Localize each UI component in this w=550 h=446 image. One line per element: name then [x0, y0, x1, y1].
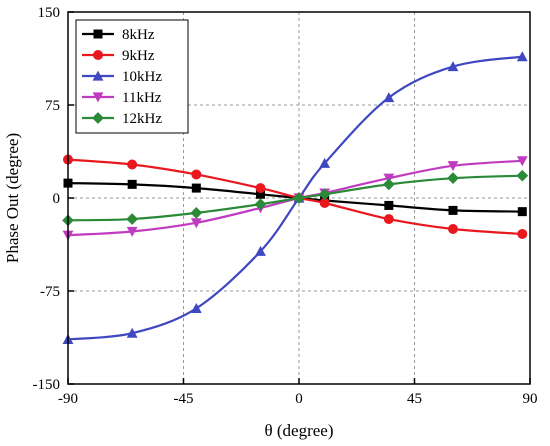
data-point-10khz: [447, 61, 459, 72]
legend-label: 8kHz: [122, 27, 155, 43]
legend-item-11khz: 11kHz: [82, 90, 162, 106]
data-point-9khz: [127, 159, 138, 170]
data-point-12khz: [382, 178, 395, 191]
series-12khz: [62, 169, 529, 227]
data-point-10khz: [190, 302, 202, 313]
data-point-9khz: [383, 214, 394, 225]
data-point-10khz: [383, 92, 395, 103]
legend-label: 9kHz: [122, 48, 155, 64]
x-axis-title: θ (degree): [264, 421, 333, 440]
data-point-8khz: [384, 200, 394, 210]
x-tick-label: 45: [407, 391, 422, 407]
data-point-11khz: [126, 226, 138, 237]
x-tick-label: -45: [174, 391, 194, 407]
legend-marker: [92, 92, 104, 103]
legend-marker: [93, 29, 103, 39]
data-point-12khz: [318, 188, 331, 201]
legend-item-9khz: 9kHz: [82, 48, 155, 64]
y-tick-label: -150: [33, 377, 61, 393]
legend-marker: [93, 50, 103, 60]
data-point-12khz: [293, 192, 305, 204]
legend-label: 10kHz: [122, 69, 162, 85]
legend-label: 12kHz: [122, 111, 162, 127]
legend-marker: [92, 70, 104, 81]
legend: 8kHz 9kHz 10kHz 11kHz 12kHz: [75, 19, 189, 134]
data-point-11khz: [190, 218, 202, 229]
y-tick-label: 75: [45, 98, 60, 114]
legend-item-10khz: 10kHz: [82, 69, 162, 85]
data-point-11khz: [447, 161, 459, 172]
data-point-12khz: [190, 207, 203, 219]
y-tick-label: 0: [53, 191, 61, 207]
axis-ticks: [67, 11, 531, 385]
x-tick-label: 0: [295, 391, 303, 407]
data-point-10khz: [255, 245, 266, 256]
y-axis-title: Phase Out (degree): [3, 133, 22, 263]
x-tick-label: 90: [523, 391, 538, 407]
data-point-8khz: [127, 179, 137, 189]
tick-labels: -90 -45 0 45 90 -150 -75 0 75 150: [33, 5, 538, 407]
data-point-9khz: [517, 228, 528, 239]
legend-marker: [92, 112, 104, 124]
data-point-9khz: [255, 183, 266, 194]
data-point-12khz: [126, 213, 139, 225]
data-point-11khz: [516, 156, 528, 167]
legend-item-12khz: 12kHz: [82, 111, 162, 127]
data-point-8khz: [256, 189, 265, 199]
data-point-9khz: [319, 197, 330, 208]
data-point-8khz: [448, 205, 458, 215]
data-point-10khz: [319, 157, 331, 168]
data-point-10khz: [126, 327, 138, 338]
data-point-8khz: [191, 183, 201, 193]
data-point-9khz: [448, 224, 458, 234]
legend-item-8khz: 8kHz: [82, 27, 155, 43]
data-point-9khz: [191, 169, 202, 180]
y-tick-label: 150: [38, 5, 61, 21]
data-point-8khz: [517, 207, 527, 217]
x-tick-label: -90: [58, 391, 78, 407]
data-point-12khz: [516, 169, 529, 182]
data-point-12khz: [447, 172, 459, 185]
data-point-10khz: [516, 51, 528, 62]
data-point-12khz: [254, 198, 267, 211]
y-tick-label: -75: [40, 284, 60, 300]
legend-label: 11kHz: [122, 90, 162, 106]
